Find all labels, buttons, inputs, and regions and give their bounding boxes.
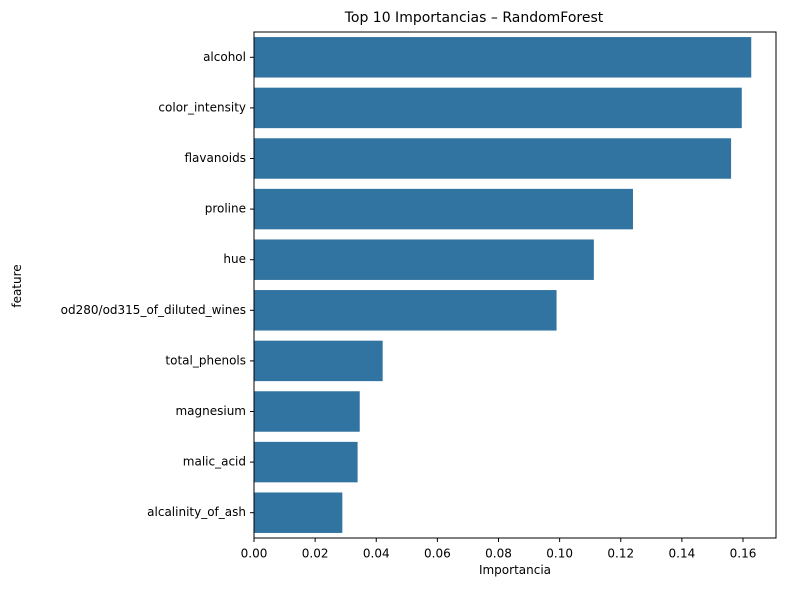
y-axis-label: feature	[10, 264, 24, 307]
chart-title: Top 10 Importancias – RandomForest	[344, 10, 604, 26]
y-tick-label: flavanoids	[184, 151, 246, 165]
y-tick-label: proline	[205, 202, 246, 216]
bar-color_intensity	[254, 87, 742, 129]
x-tick-label: 0.02	[302, 547, 329, 561]
bar-alcohol	[254, 37, 752, 78]
y-tick-labels: alcohol color_intensity flavanoids proline h…	[61, 50, 254, 519]
plot-frame	[253, 31, 777, 539]
bars-layer	[254, 37, 752, 533]
bar-od280/od315_of_diluted_wines	[254, 290, 557, 331]
x-axis-label: Importancia	[479, 563, 551, 577]
x-tick-label: 0.12	[607, 547, 634, 561]
y-tick-label: alcalinity_of_ash	[147, 505, 246, 519]
axes-frame	[253, 31, 777, 539]
bar-total_phenols	[254, 340, 383, 382]
bar-magnesium	[254, 391, 360, 432]
x-tick-label: 0.08	[485, 547, 512, 561]
y-tick-label: alcohol	[203, 50, 246, 64]
bar-alcalinity_of_ash	[254, 492, 343, 533]
x-tick-label: 0.06	[424, 547, 451, 561]
bar-proline	[254, 188, 633, 230]
y-tick-label: od280/od315_of_diluted_wines	[61, 303, 246, 317]
bar-flavanoids	[254, 138, 732, 179]
x-tick-label: 0.10	[546, 547, 573, 561]
bar-hue	[254, 239, 594, 280]
x-tick-label: 0.00	[241, 547, 268, 561]
x-tick-label: 0.16	[730, 547, 757, 561]
y-tick-label: magnesium	[175, 404, 246, 418]
x-tick-label: 0.04	[363, 547, 390, 561]
y-tick-label: color_intensity	[158, 100, 246, 114]
y-tick-label: malic_acid	[183, 455, 246, 469]
x-tick-label: 0.14	[669, 547, 696, 561]
bar-malic_acid	[254, 441, 358, 483]
y-tick-label: hue	[223, 252, 246, 266]
x-tick-labels: 0.00 0.02 0.04 0.06 0.08 0.10 0.12 0.14 0.16	[241, 538, 757, 561]
y-tick-label: total_phenols	[165, 353, 246, 367]
